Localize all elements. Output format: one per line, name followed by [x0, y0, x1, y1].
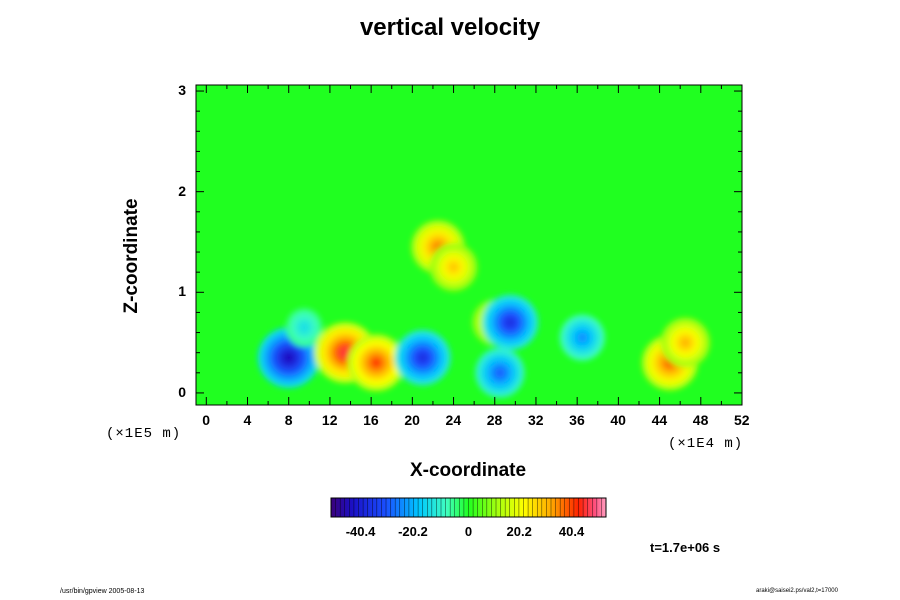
- downdraft-cell: [285, 308, 323, 347]
- x-tick-label: 0: [202, 412, 211, 428]
- x-tick-label: 28: [486, 412, 503, 428]
- y-scale-label: (×1E5 m): [106, 426, 182, 442]
- x-tick-label: 16: [363, 412, 379, 428]
- x-tick-label: 52: [734, 412, 750, 428]
- updraft-cell: [429, 243, 478, 292]
- contour-level: [504, 316, 516, 329]
- downdraft-cell: [482, 294, 539, 351]
- y-tick-label: 3: [178, 82, 186, 99]
- y-tick-label: 2: [178, 182, 186, 199]
- contour-level: [370, 357, 383, 369]
- footer-right: araki@saisei2.ps/val2,t=17000: [756, 588, 838, 594]
- plot-area: [196, 85, 742, 405]
- contour-level: [680, 337, 691, 348]
- x-axis-label: X-coordinate: [409, 460, 527, 481]
- x-tick-label: 4: [243, 412, 252, 428]
- contour-level: [417, 352, 429, 364]
- colorbar-divisions: [335, 498, 602, 517]
- x-tick-label: 48: [692, 412, 709, 428]
- x-tick-label: 44: [651, 412, 668, 428]
- colorbar-tick-label: -40.4: [345, 524, 376, 539]
- time-label: t=1.7e+06 s: [650, 540, 721, 555]
- colorbar-tick-label: 20.2: [506, 524, 532, 539]
- x-tick-label: 40: [610, 412, 626, 428]
- contour-level: [448, 262, 459, 272]
- x-tick-label: 20: [404, 412, 420, 428]
- x-tick-label: 36: [569, 412, 585, 428]
- downdraft-cell: [475, 347, 525, 398]
- updraft-cell: [660, 317, 710, 368]
- contour-level: [300, 323, 308, 332]
- x-tick-label: 24: [445, 412, 462, 428]
- y-tick-label: 0: [178, 383, 186, 400]
- colorbar-tick-label: -20.2: [398, 524, 428, 539]
- y-axis-label: Z-coordinate: [121, 198, 142, 314]
- axis-ticks: [196, 85, 743, 405]
- downdraft-cell: [394, 330, 451, 386]
- plot-frame: [195, 84, 743, 406]
- colorbar-tick-label: 0: [464, 524, 473, 539]
- x-tick-label: 12: [321, 412, 338, 428]
- y-tick-label: 1: [178, 283, 186, 300]
- x-scale-label: (×1E4 m): [668, 436, 744, 452]
- downdraft-cell: [559, 314, 605, 361]
- footer-left: /usr/bin/gpview 2005-08-13: [60, 588, 145, 595]
- contour-level: [282, 351, 295, 364]
- colorbar-tick-label: 40.4: [558, 524, 585, 539]
- x-tick-label: 8: [284, 412, 293, 428]
- x-tick-label: 32: [527, 412, 544, 428]
- contour-field: [257, 220, 710, 398]
- contour-level: [494, 367, 505, 378]
- chart-title: vertical velocity: [359, 14, 541, 41]
- updraft-cell: [347, 334, 406, 392]
- contour-level: [577, 332, 587, 343]
